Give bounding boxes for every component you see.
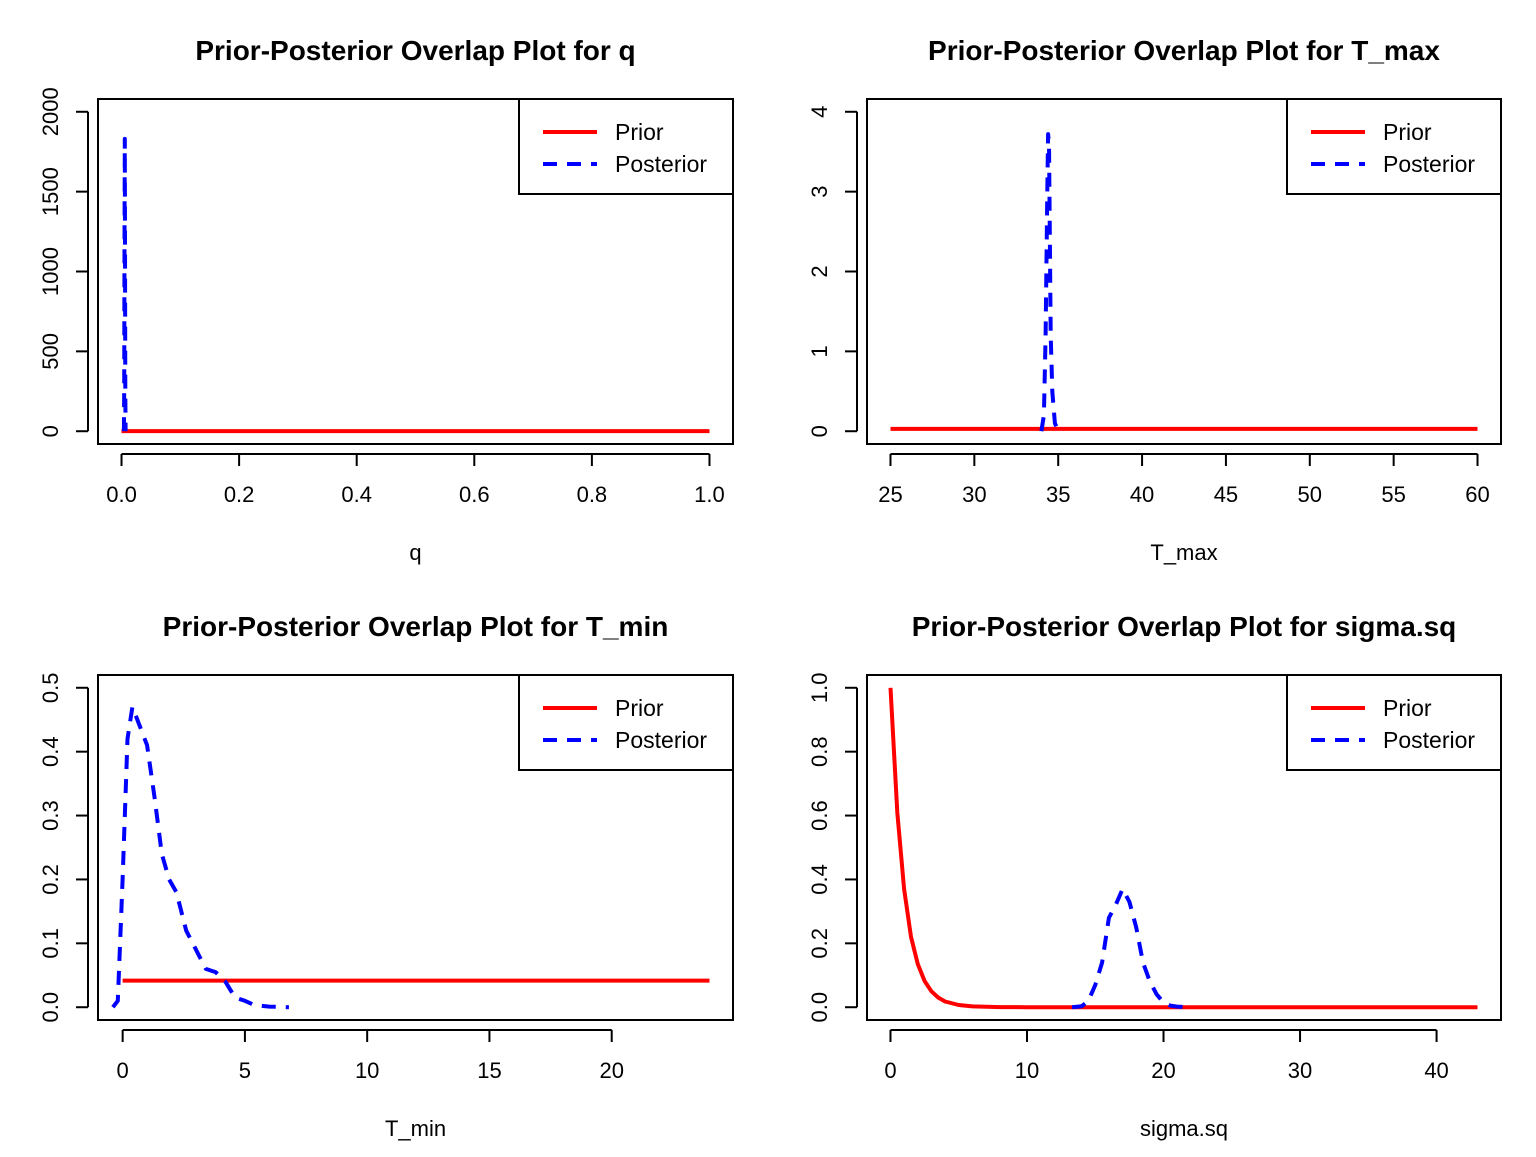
y-axis: 0 1 2 3 4: [807, 106, 858, 437]
x-tick-label: 1.0: [694, 482, 725, 507]
panel-t-min: Prior-Posterior Overlap Plot for T_min T_…: [38, 611, 734, 1141]
plot-frame: [97, 98, 734, 445]
series-line-prior: [888, 687, 1478, 1010]
y-tick-label: 0: [807, 425, 832, 437]
x-axis-label: T_max: [1150, 540, 1217, 565]
legend: Prior Posterior: [518, 674, 734, 771]
legend-label: Posterior: [1383, 151, 1475, 177]
legend-label: Prior: [615, 119, 664, 145]
series-group: [111, 704, 710, 1010]
series-line-posterior: [121, 136, 128, 432]
chart-title: Prior-Posterior Overlap Plot for T_max: [928, 35, 1440, 66]
x-tick-label: 0: [884, 1058, 896, 1083]
y-axis: 0.0 0.1 0.2 0.3 0.4 0.5: [38, 672, 89, 1023]
y-tick-label: 500: [38, 333, 63, 370]
x-tick-label: 50: [1298, 482, 1322, 507]
legend: Prior Posterior: [1286, 674, 1502, 771]
legend: Prior Posterior: [518, 98, 734, 195]
x-tick-label: 15: [477, 1058, 501, 1083]
series-line-posterior: [1039, 132, 1061, 432]
x-tick-label: 60: [1465, 482, 1489, 507]
legend-box: [1286, 98, 1502, 195]
y-tick-label: 0.1: [38, 928, 63, 959]
x-axis: 0 10 20 30 40: [884, 1029, 1449, 1083]
x-tick-label: 55: [1381, 482, 1405, 507]
y-tick-label: 1000: [38, 247, 63, 296]
series-line-posterior: [1071, 887, 1191, 1010]
legend-box: [518, 674, 734, 771]
x-axis-label: sigma.sq: [1140, 1116, 1228, 1141]
legend-label: Posterior: [615, 727, 707, 753]
series-group: [890, 132, 1478, 432]
legend-label: Posterior: [1383, 727, 1475, 753]
x-axis: 0 5 10 15 20: [117, 1029, 624, 1083]
y-tick-label: 0.4: [807, 864, 832, 895]
x-axis: 25 30 35 40 45 50 55 60: [878, 453, 1490, 507]
legend-box: [1286, 674, 1502, 771]
panel-t-max: Prior-Posterior Overlap Plot for T_max T_…: [807, 35, 1502, 565]
series-group: [888, 687, 1478, 1010]
x-tick-label: 30: [1288, 1058, 1312, 1083]
x-tick-label: 0.0: [106, 482, 137, 507]
y-tick-label: 0.6: [807, 800, 832, 831]
x-tick-label: 20: [1151, 1058, 1175, 1083]
plot-frame: [866, 98, 1502, 445]
x-tick-label: 45: [1214, 482, 1238, 507]
y-tick-label: 4: [807, 106, 832, 118]
y-tick-label: 0.8: [807, 736, 832, 767]
legend-label: Prior: [1383, 119, 1432, 145]
y-tick-label: 2000: [38, 87, 63, 136]
y-axis: 0 500 1000 1500 2000: [38, 87, 89, 437]
series-group: [121, 136, 710, 434]
y-tick-label: 0.2: [807, 928, 832, 959]
legend-box: [518, 98, 734, 195]
legend-label: Prior: [615, 695, 664, 721]
y-tick-label: 0: [38, 425, 63, 437]
y-tick-label: 3: [807, 186, 832, 198]
plot-frame: [97, 674, 734, 1021]
y-tick-label: 0.5: [38, 672, 63, 703]
x-axis-label: q: [409, 540, 421, 565]
x-tick-label: 40: [1424, 1058, 1448, 1083]
x-tick-label: 30: [962, 482, 986, 507]
x-tick-label: 0.6: [459, 482, 490, 507]
x-tick-label: 0.4: [341, 482, 372, 507]
chart-title: Prior-Posterior Overlap Plot for sigma.s…: [912, 611, 1457, 642]
x-tick-label: 20: [599, 1058, 623, 1083]
x-tick-label: 0.8: [577, 482, 608, 507]
chart-title: Prior-Posterior Overlap Plot for q: [195, 35, 635, 66]
y-tick-label: 2: [807, 265, 832, 277]
panel-sigma-sq: Prior-Posterior Overlap Plot for sigma.s…: [807, 611, 1502, 1141]
series-line-posterior: [111, 704, 289, 1010]
y-tick-label: 0.0: [38, 992, 63, 1023]
x-tick-label: 10: [355, 1058, 379, 1083]
panel-q: Prior-Posterior Overlap Plot for qq0.0 0.…: [38, 35, 734, 565]
y-tick-label: 0.2: [38, 864, 63, 895]
y-tick-label: 1: [807, 345, 832, 357]
x-tick-label: 40: [1130, 482, 1154, 507]
x-tick-label: 10: [1015, 1058, 1039, 1083]
y-tick-label: 0.4: [38, 736, 63, 767]
y-tick-label: 1500: [38, 167, 63, 216]
chart-title: Prior-Posterior Overlap Plot for T_min: [163, 611, 669, 642]
y-tick-label: 1.0: [807, 672, 832, 703]
plot-frame: [866, 674, 1502, 1021]
legend: Prior Posterior: [1286, 98, 1502, 195]
y-tick-label: 0.3: [38, 800, 63, 831]
legend-label: Posterior: [615, 151, 707, 177]
legend-label: Prior: [1383, 695, 1432, 721]
x-tick-label: 25: [878, 482, 902, 507]
x-tick-label: 0: [117, 1058, 129, 1083]
x-axis-label: T_min: [385, 1116, 446, 1141]
x-axis: 0.0 0.2 0.4 0.6 0.8 1.0: [106, 453, 725, 507]
x-tick-label: 0.2: [224, 482, 255, 507]
y-axis: 0.0 0.2 0.4 0.6 0.8 1.0: [807, 672, 858, 1023]
x-tick-label: 5: [239, 1058, 251, 1083]
x-tick-label: 35: [1046, 482, 1070, 507]
y-tick-label: 0.0: [807, 992, 832, 1023]
